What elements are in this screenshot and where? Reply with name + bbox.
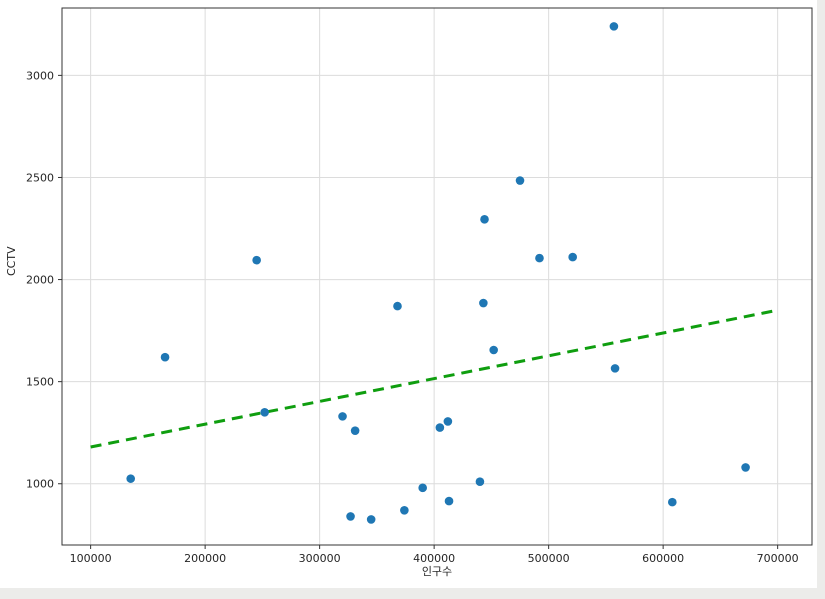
scatter-point bbox=[366, 515, 376, 524]
scatter-point bbox=[400, 505, 409, 515]
scatter-point bbox=[610, 364, 620, 373]
y-axis-label: CCTV bbox=[5, 246, 18, 276]
scatter-point bbox=[260, 407, 269, 417]
scatter-point bbox=[568, 252, 577, 262]
scatter-point bbox=[444, 496, 454, 506]
scatter-point bbox=[338, 412, 347, 421]
scatter-point bbox=[741, 463, 750, 472]
scatter-point bbox=[160, 352, 170, 362]
y-tick-label: 1500 bbox=[26, 376, 54, 389]
x-tick-label: 300000 bbox=[299, 552, 341, 565]
scatter-point bbox=[252, 255, 261, 265]
scatter-point bbox=[443, 417, 453, 426]
x-tick-label: 600000 bbox=[642, 552, 684, 565]
scatter-plot: 100000 200000 300000 400000 500000 600000 7000… bbox=[26, 7, 813, 565]
scatter-point bbox=[126, 474, 136, 483]
x-tick-label: 100000 bbox=[70, 552, 112, 565]
x-tick-label: 500000 bbox=[528, 552, 570, 565]
scatter-point bbox=[668, 497, 677, 507]
y-tick-label: 2000 bbox=[26, 274, 54, 287]
y-tick-label: 1000 bbox=[26, 478, 54, 491]
x-tick-label: 200000 bbox=[184, 552, 226, 565]
scatter-point bbox=[489, 345, 498, 355]
x-tick-label: 400000 bbox=[413, 552, 455, 565]
x-axis-label: 인구수 bbox=[421, 565, 453, 578]
scatter-point bbox=[350, 426, 360, 435]
y-tick-label: 2500 bbox=[26, 171, 54, 184]
x-tick-label: 700000 bbox=[757, 552, 799, 565]
plot-border bbox=[61, 7, 813, 546]
trend-line bbox=[90, 308, 778, 449]
scatter-point bbox=[393, 301, 402, 311]
scatter-point bbox=[609, 22, 619, 31]
scatter-point bbox=[515, 176, 525, 185]
chart-figure: 100000 200000 300000 400000 500000 600000 7000… bbox=[0, 0, 817, 588]
scatter-point bbox=[475, 477, 485, 487]
scatter-point bbox=[435, 423, 445, 432]
scatter-point bbox=[418, 483, 427, 493]
scatter-point bbox=[480, 215, 489, 224]
scatter-point bbox=[535, 253, 544, 263]
scatter-point bbox=[346, 512, 355, 521]
y-tick-label: 3000 bbox=[26, 69, 54, 82]
scatter-point bbox=[479, 298, 488, 308]
